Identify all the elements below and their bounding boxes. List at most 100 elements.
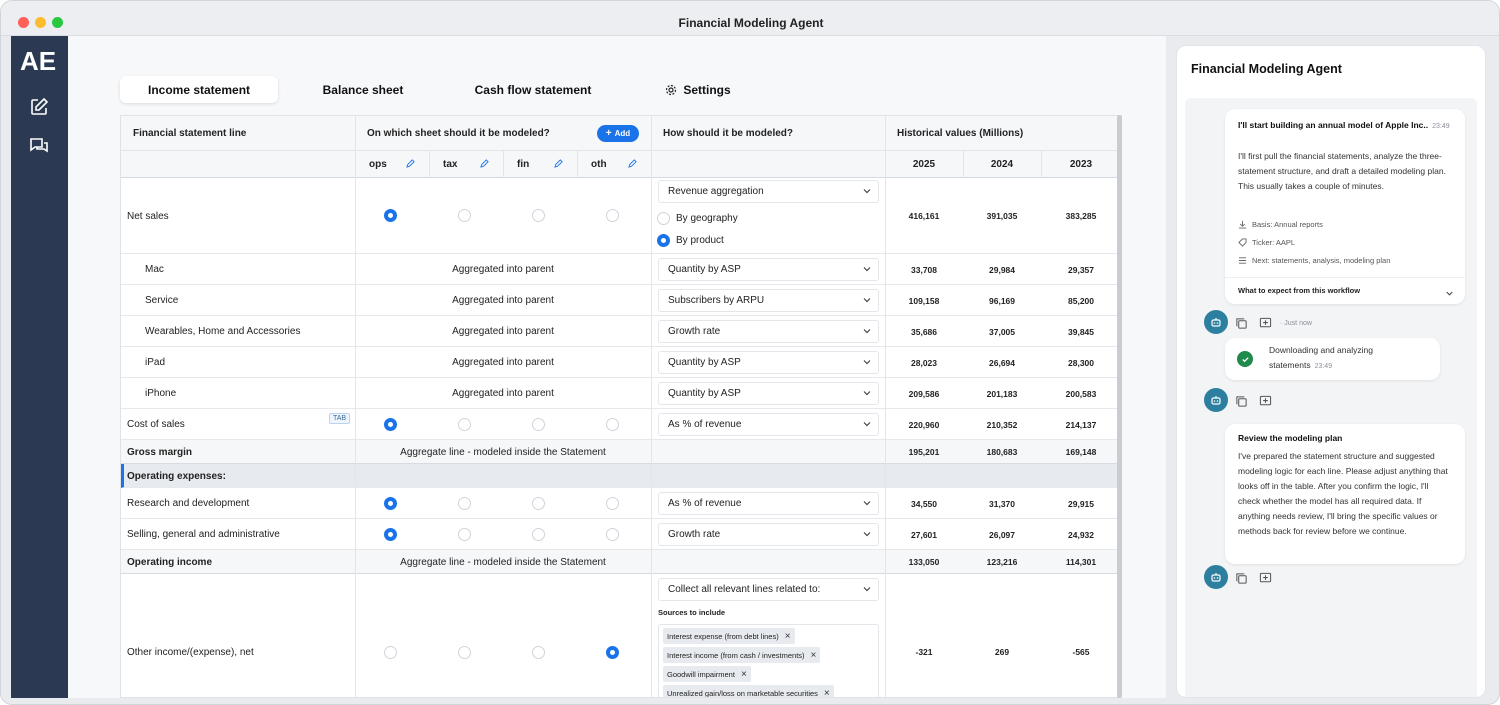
minimize-window-button[interactable] — [35, 17, 46, 28]
value-2023: 24,932 — [1068, 529, 1094, 540]
method-select-value: Growth rate — [668, 529, 721, 540]
sheet-radio-tax[interactable] — [458, 209, 471, 222]
option-radio-geography[interactable] — [657, 212, 670, 225]
value-2025: 109,158 — [908, 295, 940, 306]
status-dot: · — [1280, 320, 1285, 327]
add-sheet-button[interactable]: + Add — [597, 125, 639, 142]
modeling-table: Financial statement line On which sheet … — [120, 115, 1120, 698]
value-2023: 39,845 — [1068, 326, 1094, 337]
sources-box — [658, 624, 879, 697]
remove-chip-icon[interactable]: × — [740, 668, 747, 680]
add-note-icon[interactable] — [1259, 317, 1272, 330]
method-select[interactable]: Quantity by ASP — [658, 258, 879, 281]
sheet-radio-oth[interactable] — [606, 528, 619, 541]
copy-icon[interactable] — [1235, 395, 1248, 408]
gear-icon — [666, 84, 677, 95]
sheet-radio-ops[interactable] — [384, 646, 397, 659]
value-2024: 31,370 — [989, 498, 1015, 509]
row-label: Net sales — [127, 210, 169, 222]
chevron-down-icon — [863, 501, 871, 506]
row-label: iPhone — [145, 388, 177, 399]
check-icon — [1237, 351, 1253, 367]
row-label: Service — [145, 295, 179, 306]
tab-income-statement[interactable]: Income statement — [120, 76, 278, 103]
value-2023: 114,301 — [1065, 557, 1097, 567]
chevron-down-icon[interactable] — [1445, 289, 1454, 298]
meta-next: Next: statements, analysis, modeling pla… — [1238, 256, 1390, 265]
zoom-window-button[interactable] — [52, 17, 63, 28]
sheet-radio-fin[interactable] — [532, 528, 545, 541]
table-row-mac — [121, 254, 1119, 285]
value-2024: 29,984 — [989, 264, 1015, 275]
remove-chip-icon[interactable]: × — [823, 687, 830, 698]
sheet-radio-oth[interactable] — [606, 646, 619, 659]
remove-chip-icon[interactable]: × — [784, 630, 791, 642]
sheet-radio-fin[interactable] — [532, 497, 545, 510]
sheet-radio-ops[interactable] — [384, 418, 397, 431]
value-2025: 195,201 — [908, 447, 940, 457]
method-select[interactable]: As % of revenue — [658, 492, 879, 515]
workflow-expander[interactable]: What to expect from this workflow — [1238, 286, 1360, 295]
method-select[interactable]: Collect all relevant lines related to: — [658, 578, 879, 601]
tab-balance-sheet[interactable]: Balance sheet — [322, 82, 404, 97]
plus-icon: + — [605, 128, 612, 139]
sheet-radio-ops[interactable] — [384, 528, 397, 541]
sheet-radio-tax[interactable] — [458, 497, 471, 510]
chat-icon[interactable] — [29, 136, 49, 156]
tab-badge: TAB — [329, 413, 351, 424]
method-select-value: Quantity by ASP — [668, 388, 741, 399]
copy-icon[interactable] — [1235, 317, 1248, 330]
method-select[interactable]: Quantity by ASP — [658, 351, 879, 374]
sheet-radio-tax[interactable] — [458, 646, 471, 659]
meta-basis: Basis: Annual reports — [1238, 220, 1323, 229]
sheet-radio-ops[interactable] — [384, 209, 397, 222]
agent-message: I'll start building an annual model of A… — [1225, 109, 1465, 304]
agent-avatar — [1204, 310, 1228, 334]
option-radio-product[interactable] — [657, 234, 670, 247]
row-label: Mac — [145, 264, 164, 275]
copy-icon[interactable] — [1235, 572, 1248, 585]
sheet-radio-fin[interactable] — [532, 209, 545, 222]
add-note-icon[interactable] — [1259, 395, 1272, 408]
window-title: Financial Modeling Agent — [678, 16, 824, 30]
method-select[interactable]: Revenue aggregation — [658, 180, 879, 203]
edit-tax-pencil-icon[interactable] — [480, 159, 489, 168]
chevron-down-icon — [863, 267, 871, 272]
app-logo: AE — [20, 46, 57, 76]
sheet-radio-fin[interactable] — [532, 418, 545, 431]
list-icon — [1238, 257, 1247, 264]
method-select-value: Quantity by ASP — [668, 357, 741, 368]
value-2024: 96,169 — [989, 295, 1015, 306]
value-2023: 29,357 — [1068, 264, 1094, 275]
table-section-opex — [121, 464, 1119, 488]
source-chip-label: Goodwill impairment — [667, 669, 735, 679]
sheet-radio-oth[interactable] — [606, 418, 619, 431]
sheet-radio-oth[interactable] — [606, 497, 619, 510]
table-row-service — [121, 285, 1119, 316]
value-2025: 133,050 — [908, 557, 940, 567]
table-scrollbar[interactable] — [1117, 115, 1122, 698]
method-select[interactable]: Growth rate — [658, 320, 879, 343]
table-row-wearables — [121, 316, 1119, 347]
source-chip-label: Interest expense (from debt lines) — [667, 631, 779, 641]
method-select[interactable]: As % of revenue — [658, 413, 879, 436]
edit-oth-pencil-icon[interactable] — [628, 159, 637, 168]
edit-fin-pencil-icon[interactable] — [554, 159, 563, 168]
add-note-icon[interactable] — [1259, 572, 1272, 585]
sheet-radio-oth[interactable] — [606, 209, 619, 222]
tab-cash-flow-statement[interactable]: Cash flow statement — [474, 82, 592, 97]
sheet-radio-fin[interactable] — [532, 646, 545, 659]
sheet-radio-tax[interactable] — [458, 528, 471, 541]
source-chip: Interest expense (from debt lines) × — [663, 628, 795, 644]
method-select[interactable]: Quantity by ASP — [658, 382, 879, 405]
edit-ops-pencil-icon[interactable] — [406, 159, 415, 168]
compose-icon[interactable] — [29, 97, 49, 117]
method-select[interactable]: Subscribers by ARPU — [658, 289, 879, 312]
sheet-radio-ops[interactable] — [384, 497, 397, 510]
sheet-radio-tax[interactable] — [458, 418, 471, 431]
method-select[interactable]: Growth rate — [658, 523, 879, 546]
meta-ticker: Ticker: AAPL — [1238, 238, 1295, 247]
remove-chip-icon[interactable]: × — [810, 649, 817, 661]
close-window-button[interactable] — [18, 17, 29, 28]
tab-settings[interactable]: Settings — [658, 76, 738, 103]
